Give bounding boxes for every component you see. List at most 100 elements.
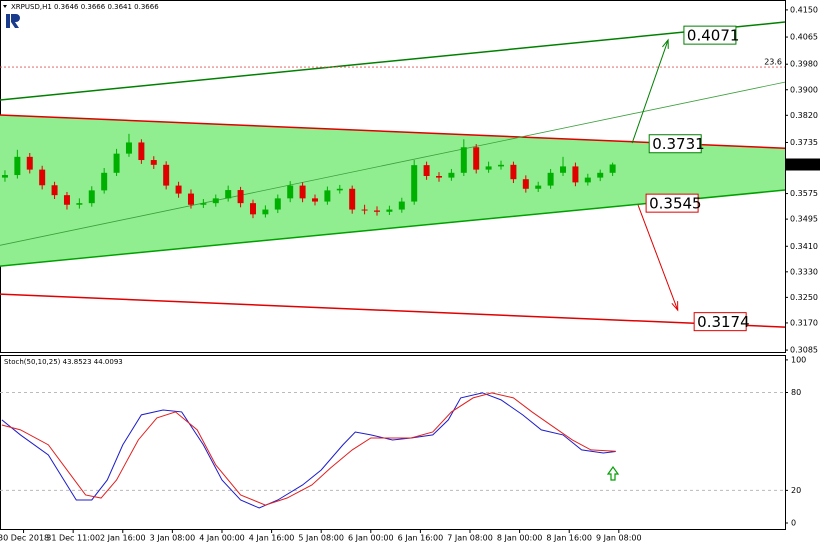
candle-body [63, 195, 70, 205]
x-tick-label: 9 Jan 08:00 [596, 534, 642, 543]
y-tick-label: 0.3820 [790, 111, 818, 120]
candle-body [187, 193, 194, 205]
price-label: 0.3545 [649, 195, 702, 213]
x-tick-label: 4 Jan 00:00 [199, 534, 245, 543]
y-tick-label: 80 [791, 388, 801, 397]
y-tick-label: 0 [791, 518, 796, 527]
y-tick-label: 0.3410 [790, 242, 818, 251]
candle-body [324, 190, 331, 202]
y-tick-label: 0.4065 [790, 33, 818, 42]
candle-body [125, 142, 132, 154]
price-box [648, 134, 702, 154]
candle-body [349, 188, 356, 210]
candle-body [175, 185, 182, 194]
y-tick-label: 100 [791, 355, 806, 364]
candle-body [101, 172, 108, 191]
price-label: 0.3731 [652, 135, 705, 153]
trendline [0, 81, 786, 246]
y-tick-label: 0.3250 [790, 293, 818, 302]
candle-body [448, 172, 455, 178]
y-tick-label: 0.4150 [790, 5, 818, 14]
x-tick-label: 6 Jan 16:00 [398, 534, 444, 543]
dropdown-icon[interactable] [3, 5, 7, 8]
candle-body [584, 177, 591, 183]
price-label: 0.3174 [697, 313, 750, 331]
candle-body [336, 188, 343, 191]
candle-body [386, 209, 393, 212]
candle-body [547, 172, 554, 186]
trendline [0, 293, 786, 328]
candle-body [522, 179, 529, 189]
channel-fill [0, 114, 785, 267]
x-tick-label: 30 Dec 2018 [0, 534, 49, 543]
y-tick-label: 0.3330 [790, 267, 818, 276]
x-tick-label: 7 Jan 08:00 [447, 534, 493, 543]
candle-body [1, 175, 8, 178]
arrow [637, 204, 679, 311]
candle-body [274, 198, 281, 210]
stoch-layer: 100 80 20 0 [0, 355, 806, 527]
x-tick-label: 6 Jan 00:00 [348, 534, 394, 543]
y-tick-label: 0.3735 [790, 138, 818, 147]
y-tick-label: 0.3085 [790, 346, 818, 355]
candle-body [311, 198, 318, 202]
main-layer: 23.6 0.4150 0.4065 0.3980 0.3900 0.3820 0.3735… [0, 5, 820, 543]
stoch-title: Stoch(50,10,25) 43.8523 44.0093 [4, 358, 123, 366]
candle-body [411, 165, 418, 202]
candle-body [163, 164, 170, 186]
candle-body [510, 164, 517, 180]
y-tick-label: 0.3495 [790, 215, 818, 224]
candle-body [498, 164, 505, 167]
x-tick-label: 5 Jan 08:00 [298, 534, 344, 543]
candle-body [237, 190, 244, 204]
arrow-head [671, 301, 679, 312]
candle-body [299, 185, 306, 199]
arrow-head [662, 38, 669, 49]
candle-body [436, 176, 443, 178]
stoch-line [1, 392, 616, 506]
x-tick-label: 3 Jan 08:00 [150, 534, 196, 543]
price-box [693, 312, 747, 332]
candle-body [423, 165, 430, 176]
y-tick-label: 0.3575 [790, 189, 818, 198]
candle-body [76, 203, 83, 205]
candle-body [26, 156, 33, 170]
candle-body [212, 198, 219, 204]
candle-body [473, 147, 480, 170]
candle-body [88, 190, 95, 204]
y-tick-label: 0.3900 [790, 85, 818, 94]
candle-body [39, 169, 46, 186]
candle-body [262, 209, 269, 215]
candle-body [200, 203, 207, 205]
candle-body [361, 209, 368, 211]
x-tick-label: 4 Jan 16:00 [249, 534, 295, 543]
stoch-panel [0, 355, 786, 530]
candle-body [138, 142, 145, 161]
candle-body [572, 166, 579, 183]
trendline [0, 21, 786, 101]
price-box [683, 25, 737, 45]
candle-body [225, 190, 232, 199]
candle-body [51, 185, 58, 196]
candle-body [150, 160, 157, 165]
candle-body [560, 166, 567, 173]
candle-body [113, 153, 120, 173]
stoch-line [1, 392, 616, 509]
candle-body [535, 185, 542, 189]
candle-body [460, 147, 467, 173]
candle-body [287, 185, 294, 199]
x-tick-label: 8 Jan 00:00 [497, 534, 543, 543]
y-tick-label: 0.3980 [790, 60, 818, 69]
x-tick-label: 31 Dec 11:00 [46, 534, 100, 543]
candle-body [373, 210, 380, 212]
last-price-label: 0.3666 [790, 160, 818, 169]
x-tick-label: 8 Jan 16:00 [546, 534, 592, 543]
candle-body [14, 156, 21, 176]
main-title: XRPUSD,H1 0.3646 0.3666 0.3641 0.3666 [11, 3, 159, 11]
candle-body [485, 166, 492, 170]
candle-body [249, 203, 256, 215]
logo [6, 14, 20, 28]
fibo-label: 23.6 [764, 58, 782, 67]
up-arrow-icon [606, 465, 620, 481]
